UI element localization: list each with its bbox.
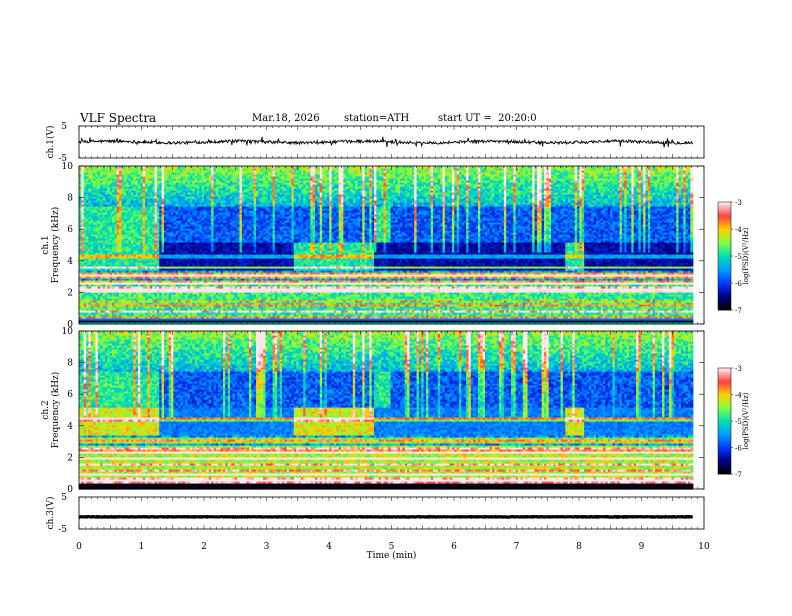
spec1-colorbar-tick-label: -5	[735, 253, 742, 261]
start-ut-label: start UT = 20:20:0	[438, 113, 537, 124]
spec2-ytick-label: 6	[67, 390, 73, 400]
date-label: Mar.18, 2026	[252, 113, 320, 124]
spec1-ytick-label: 10	[62, 162, 74, 172]
spec1-spectrogram-image	[79, 166, 693, 325]
spec2-ytick-label: 0	[67, 485, 73, 495]
time-tick-label: 3	[264, 542, 270, 552]
figure-title: VLF Spectra	[80, 111, 156, 125]
spec1-colorbar-label: log(PSD)(V²/Hz)	[742, 227, 750, 284]
spec2-ylabel: Frequency (kHz)	[50, 372, 61, 449]
spec2-colorbar-tick-label: -7	[735, 471, 742, 479]
spec1-ytick-label: 4	[67, 257, 73, 267]
spec1-channel-label: ch.1	[41, 235, 51, 254]
ch1-ylabel: ch.1(V)	[45, 126, 56, 159]
spec2-colorbar-tick-label: -5	[735, 418, 742, 426]
ch3-frame	[79, 497, 704, 529]
spec2-channel-label: ch.2	[41, 400, 51, 419]
spec1-colorbar-tick-label: -7	[735, 307, 742, 315]
time-tick-label: 2	[201, 542, 207, 552]
time-tick-label: 8	[576, 542, 582, 552]
spec1-colorbar-tick-label: -3	[735, 199, 742, 207]
time-tick-label: 0	[76, 542, 82, 552]
spec1-ylabel: Frequency (kHz)	[50, 207, 61, 284]
time-tick-label: 10	[698, 542, 710, 552]
spec2-ytick-label: 10	[62, 327, 74, 337]
ch1-trace	[79, 137, 693, 148]
time-tick-label: 7	[514, 542, 520, 552]
time-tick-label: 1	[139, 542, 145, 552]
time-tick-label: 6	[451, 542, 457, 552]
time-tick-label: 9	[639, 542, 645, 552]
spec1-ytick-label: 8	[67, 194, 73, 204]
ch3-ytick-label: -5	[58, 525, 67, 535]
spec1-ytick-label: 6	[67, 225, 73, 235]
spec1-ytick-label: 2	[67, 288, 73, 298]
time-tick-label: 4	[326, 542, 332, 552]
spec2-ytick-label: 2	[67, 453, 73, 463]
time-axis-label: Time (min)	[367, 550, 417, 561]
spec2-colorbar-label: log(PSD)(V²/Hz)	[742, 392, 750, 449]
spec2-spectrogram-image	[79, 331, 693, 490]
spec2-ytick-label: 4	[67, 422, 73, 432]
station-label: station=ATH	[344, 113, 409, 124]
spec2-colorbar-tick-label: -3	[735, 365, 742, 373]
ch1-ytick-label: 5	[61, 122, 67, 132]
spec2-ytick-label: 8	[67, 359, 73, 369]
ch3-trace	[79, 517, 693, 518]
ch3-ytick-label: 5	[61, 493, 67, 503]
ch3-ylabel: ch.3(V)	[45, 497, 56, 530]
